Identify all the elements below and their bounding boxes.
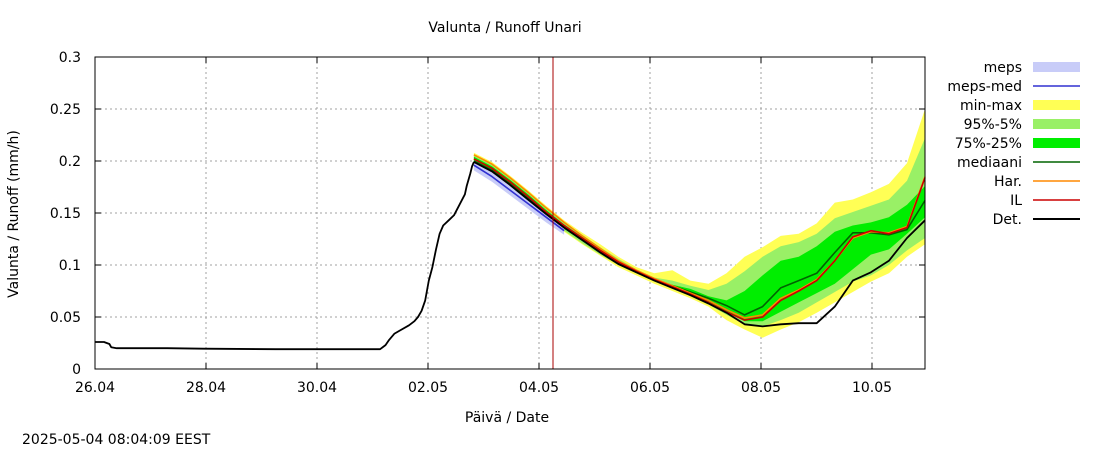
x-tick-label: 06.05 [630,380,670,396]
x-tick-label: 04.05 [519,380,559,396]
legend-swatch [1033,100,1080,110]
y-tick-label: 0.1 [59,258,81,274]
y-tick-label: 0.3 [59,50,81,66]
x-axis-label: Päivä / Date [465,410,549,426]
legend-label: meps [984,60,1022,76]
x-tick-label: 08.05 [741,380,781,396]
chart-title: Valunta / Runoff Unari [428,20,581,36]
y-tick-label: 0.15 [50,206,81,222]
series-det-history [95,161,475,351]
x-tick-label: 26.04 [75,380,115,396]
y-tick-label: 0.25 [50,102,81,118]
timestamp: 2025-05-04 08:04:09 EEST [22,432,211,448]
y-tick-label: 0.2 [59,154,81,170]
legend: meps meps-med min-max 95%-5% 75%-25% mediaani… [947,60,1080,228]
legend-label: mediaani [957,155,1022,171]
legend-label: min-max [960,98,1022,114]
legend-label: Har. [994,174,1022,190]
legend-label: 95%-5% [964,117,1022,133]
y-axis-label: Valunta / Runoff (mm/h) [6,130,22,298]
y-tick-label: 0 [72,362,81,378]
x-tick-label: 10.05 [852,380,892,396]
legend-label: IL [1010,193,1022,209]
series-meps-med [473,164,565,232]
legend-label: meps-med [947,79,1022,95]
band-75-25 [473,156,925,322]
legend-swatch [1033,62,1080,72]
x-tick-label: 30.04 [297,380,337,396]
plot-frame [94,56,926,370]
legend-label: 75%-25% [955,136,1022,152]
x-tick-label: 02.05 [408,380,448,396]
legend-swatch [1033,138,1080,148]
x-tick-label: 28.04 [186,380,226,396]
series-det-forecast [473,161,926,328]
legend-swatch [1033,119,1080,129]
plot-area: 0 0.05 0.1 0.15 0.2 0.25 0.3 26.04 28.04 30.04 02.… [50,50,926,396]
series-il [473,158,926,321]
y-tick-label: 0.05 [50,310,81,326]
legend-label: Det. [993,212,1022,228]
